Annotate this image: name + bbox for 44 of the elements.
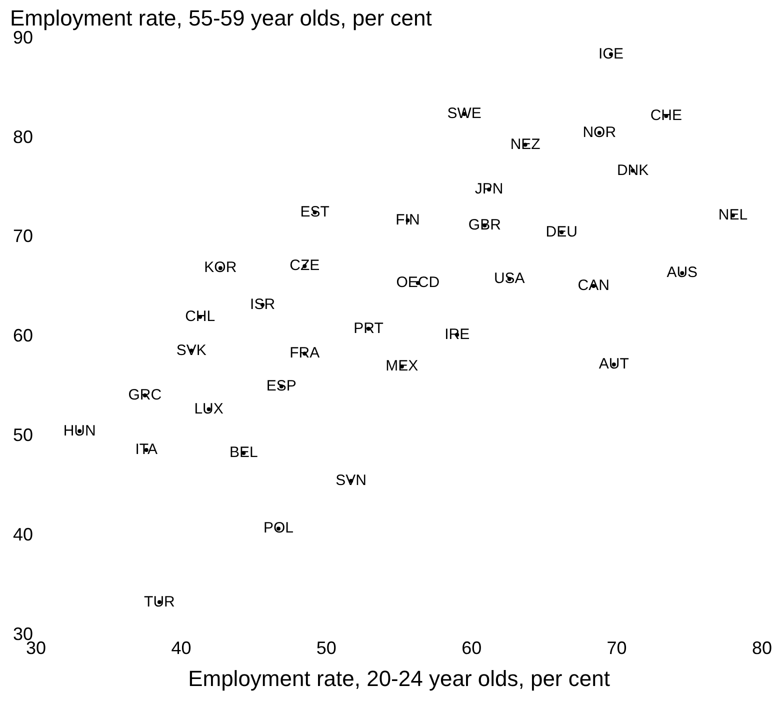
y-tick-label: 50 (12, 425, 34, 446)
series-label: DNK (616, 162, 649, 179)
series-label: NEZ (510, 136, 540, 153)
series-label: PRT (354, 320, 384, 337)
series-label: ESP (266, 378, 296, 395)
series-label: SVN (336, 472, 367, 490)
series-label: CAN (578, 277, 610, 294)
series-label: MEX (386, 358, 418, 375)
series-label: OECD (396, 274, 440, 292)
series-label: EST (300, 204, 330, 221)
y-tick-label: 70 (12, 226, 34, 246)
series-label: DEU (546, 223, 578, 240)
x-tick-label: 60 (462, 638, 482, 658)
series-label: HUN (63, 422, 96, 440)
series-label: JPN (474, 180, 504, 198)
y-tick-label: 80 (12, 126, 34, 147)
series-label: AUT (598, 356, 629, 373)
series-label: KOR (204, 259, 237, 276)
series-label: FRA (290, 344, 320, 362)
series-label: NEL (718, 206, 748, 224)
x-tick-label: 50 (316, 638, 336, 658)
x-tick-label: 40 (171, 638, 192, 658)
x-axis-title: Employment rate, 20-24 year olds, per cent (188, 666, 610, 691)
series-label: USA (494, 270, 525, 288)
series-label: ITA (135, 441, 158, 458)
y-tick-label: 40 (12, 524, 34, 545)
series-label: GBR (468, 216, 502, 234)
series-label: BEL (229, 444, 258, 462)
series-label: LUX (194, 400, 224, 418)
series-label: CHE (650, 107, 682, 124)
series-label: AUS (666, 264, 698, 282)
series-label: FIN (396, 212, 420, 229)
x-tick-label: 70 (606, 638, 627, 658)
series-label: SWE (447, 105, 482, 122)
series-label: POL (263, 520, 294, 537)
series-label: GRC (128, 386, 162, 404)
series-label: ICE (598, 45, 624, 62)
series-label: CZE (290, 257, 320, 274)
x-tick-label: 80 (752, 638, 772, 658)
series-label: CHL (185, 308, 216, 325)
y-tick-label: 60 (12, 326, 34, 346)
series-label: SVK (176, 342, 206, 359)
series-label: TUR (144, 593, 176, 610)
series-label: NOR (582, 124, 616, 141)
